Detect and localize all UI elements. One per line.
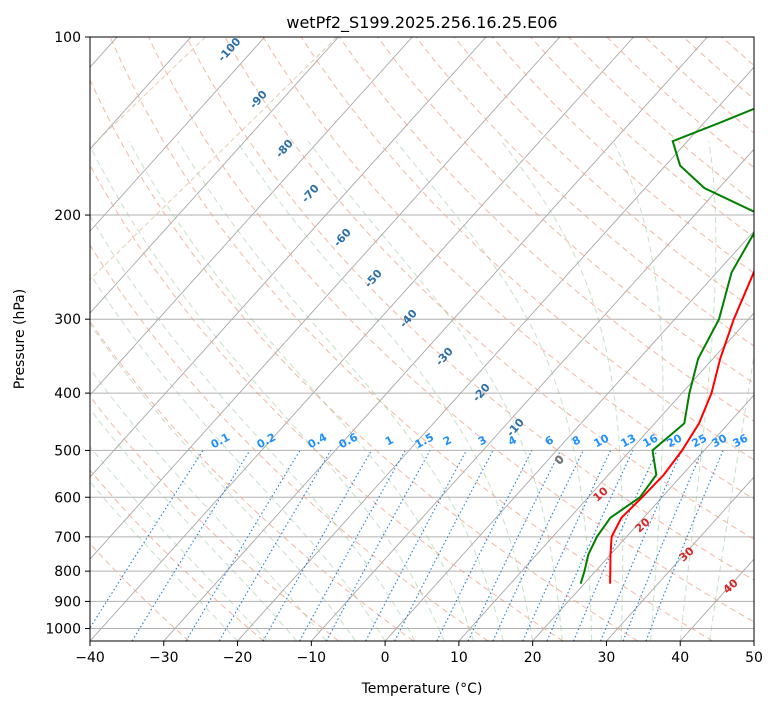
mixing-ratio-line	[299, 450, 406, 641]
x-tick-label: 30	[598, 650, 616, 666]
dry-adiabat-line	[453, 37, 754, 310]
isotherm-line	[606, 476, 754, 641]
plot-frame	[89, 36, 755, 642]
dry-adiabat-line	[760, 37, 775, 641]
dry-adiabat-line	[377, 37, 754, 384]
isotherm-line	[458, 312, 754, 641]
plot-background	[90, 37, 754, 641]
isotherm-line	[90, 37, 266, 232]
mixing-ratio-label: 20	[665, 431, 685, 450]
x-tick-label: 10	[450, 650, 468, 666]
moist-adiabat-line	[90, 145, 445, 641]
moist-adiabat-line	[500, 140, 624, 641]
y-tick-label: 300	[54, 312, 81, 328]
isotherm-line	[90, 37, 339, 314]
dry-adiabat-line	[90, 320, 414, 641]
moist-adiabat-line	[90, 408, 297, 641]
dry-adiabat-line	[415, 37, 754, 347]
moist-adiabat-line	[90, 367, 327, 641]
mixing-ratio-line	[572, 450, 658, 641]
isotherm-line	[90, 37, 487, 478]
y-tick-label: 100	[54, 30, 81, 46]
dry-adiabat-line	[147, 37, 754, 623]
mixing-ratio-label: 16	[641, 431, 661, 450]
dry-adiabat-line	[109, 37, 713, 641]
x-axis-label: Temperature (°C)	[361, 681, 483, 697]
chart-title: wetPf2_S199.2025.256.16.25.E06	[286, 13, 557, 33]
moist-adiabat-line	[90, 273, 386, 641]
x-tick-label: −30	[149, 650, 179, 666]
moist-adiabat-line	[679, 141, 717, 641]
moist-adiabat-line	[307, 140, 563, 641]
background-lines	[90, 37, 775, 641]
dry-adiabat-line	[90, 163, 564, 641]
y-tick-label: 200	[54, 208, 81, 224]
isotherm-line	[310, 148, 754, 641]
mixing-ratio-label: 30	[710, 431, 730, 450]
mixing-ratio-line	[546, 450, 634, 641]
y-tick-label: 900	[54, 594, 81, 610]
mixing-ratio-line	[622, 450, 703, 641]
isotherm-line	[90, 37, 634, 641]
moist-adiabat-line	[90, 481, 238, 641]
mixing-ratio-line	[90, 450, 204, 630]
isotherm-line	[163, 37, 708, 641]
moist-adiabat-line	[177, 140, 504, 641]
dewpoint-line	[579, 107, 754, 584]
mixing-ratio-label: 25	[690, 432, 710, 451]
mixing-ratio-line	[131, 450, 251, 641]
dry-adiabat-line	[90, 469, 265, 641]
y-axis-label: Pressure (hPa)	[12, 289, 28, 389]
y-tick-label: 700	[54, 530, 81, 546]
x-tick-label: −20	[223, 650, 253, 666]
mixing-ratio-line	[262, 450, 372, 641]
x-tick-label: 20	[524, 650, 542, 666]
temperature-line	[609, 269, 754, 584]
moist-adiabat-line	[236, 140, 534, 641]
moist-adiabat-line	[90, 214, 416, 641]
y-tick-label: 800	[54, 564, 81, 580]
x-tick-label: −10	[297, 650, 327, 666]
moist-adiabat-line	[612, 140, 664, 641]
x-tick-label: 50	[745, 650, 763, 666]
isotherm-line	[753, 640, 754, 641]
x-tick-label: 0	[381, 650, 390, 666]
mixing-ratio-label: 10	[592, 431, 612, 450]
mixing-ratio-line	[436, 450, 533, 641]
mixing-ratio-label: 13	[619, 432, 639, 451]
dry-adiabat-line	[90, 244, 489, 641]
y-tick-label: 400	[54, 386, 81, 402]
isotherm-line	[384, 230, 754, 641]
mixing-ratio-line	[600, 450, 683, 641]
y-axis: 100 200 300 400 500 600 700 800 900 1000	[45, 30, 90, 637]
mixing-ratio-line	[645, 450, 724, 641]
x-tick-label: −40	[75, 650, 105, 666]
x-tick-label: 40	[671, 650, 689, 666]
moist-adiabat-line	[395, 140, 593, 641]
y-tick-label: 600	[54, 490, 81, 506]
moist-adiabat-line	[709, 353, 754, 641]
mixing-ratio-line	[325, 450, 431, 641]
isotherm-line	[90, 37, 413, 396]
moist-adiabat-line	[128, 140, 475, 641]
isotherm-line	[532, 394, 754, 641]
mixing-ratio-label: 36	[731, 431, 751, 450]
y-tick-label: 1000	[45, 621, 81, 637]
isotherm-line	[90, 37, 561, 560]
moist-adiabat-line	[90, 445, 268, 641]
y-tick-label: 500	[54, 443, 81, 459]
dry-adiabat-line	[90, 543, 190, 641]
x-axis: −40 −30 −20 −10 0 10 20 30 40 50	[75, 641, 763, 666]
isotherm-line	[237, 66, 754, 641]
dry-adiabat-line	[90, 395, 339, 641]
sounding-series	[579, 107, 754, 584]
